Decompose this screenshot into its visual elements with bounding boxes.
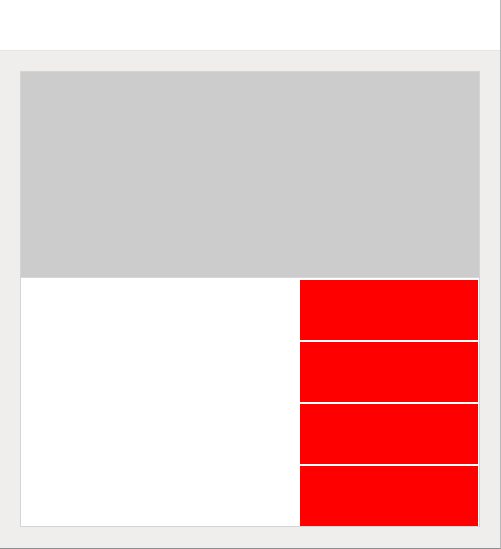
left-white-panel (21, 278, 300, 526)
title-bar (0, 0, 500, 51)
red-button-1[interactable] (300, 280, 478, 340)
red-button-2[interactable] (300, 342, 478, 402)
top-gray-panel (21, 72, 479, 278)
main-content (0, 51, 500, 548)
layout-frame (20, 71, 480, 527)
right-button-stack (300, 278, 478, 526)
red-button-3[interactable] (300, 404, 478, 464)
red-button-4[interactable] (300, 466, 478, 526)
